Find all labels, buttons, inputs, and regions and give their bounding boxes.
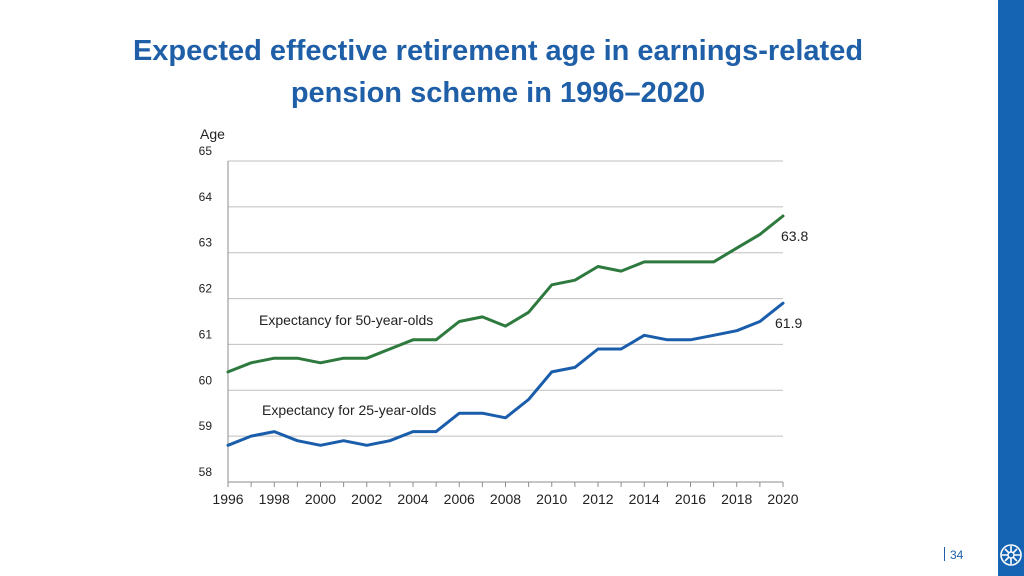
x-tick-label: 1996: [212, 491, 243, 507]
y-axis-ticks: 58 59 60 61 62 63 64 65: [199, 144, 213, 479]
x-axis-ticks: 1996 1998 2000 2002 2004 2006 2008 2010 2012 2014…: [212, 482, 799, 507]
series-name-label: Expectancy for 25-year-olds: [262, 402, 436, 418]
x-tick-label: 2000: [305, 491, 336, 507]
y-tick-label: 63: [199, 236, 213, 250]
x-tick-label: 2006: [444, 491, 475, 507]
y-tick-label: 64: [199, 190, 213, 204]
y-tick-label: 58: [199, 465, 213, 479]
x-tick-label: 2014: [629, 491, 660, 507]
accent-bar: [998, 0, 1024, 576]
series-end-value-label: 63.8: [781, 228, 808, 244]
x-tick-label: 2004: [397, 491, 428, 507]
page-number-divider: [944, 547, 945, 561]
y-tick-label: 60: [199, 373, 213, 387]
x-tick-label: 2020: [767, 491, 798, 507]
slide-title-line-1: Expected effective retirement age in ear…: [132, 35, 864, 67]
x-tick-label: 2016: [675, 491, 706, 507]
y-tick-label: 65: [199, 144, 213, 158]
series-line-25-year-olds: [226, 301, 785, 447]
x-tick-label: 2008: [490, 491, 521, 507]
series-name-label: Expectancy for 50-year-olds: [259, 312, 433, 328]
x-tick-label: 2012: [582, 491, 613, 507]
y-tick-label: 59: [199, 419, 213, 433]
company-logo-icon: [1000, 544, 1022, 566]
y-axis-label: Age: [200, 126, 225, 142]
series-end-value-label: 61.9: [775, 315, 802, 331]
chart-gridlines: [227, 160, 783, 483]
page-number: 34: [950, 548, 964, 562]
x-tick-label: 2002: [351, 491, 382, 507]
x-tick-label: 1998: [259, 491, 290, 507]
slide-title-line-2: pension scheme in 1996–2020: [290, 77, 706, 109]
slide-title: Expected effective retirement age in ear…: [60, 30, 936, 114]
y-tick-label: 61: [199, 327, 213, 341]
x-tick-label: 2018: [721, 491, 752, 507]
x-tick-label: 2010: [536, 491, 567, 507]
chart-series-lines: [226, 214, 785, 447]
y-tick-label: 62: [199, 282, 213, 296]
chart-annotations: Expectancy for 50-year-olds 63.8 Expectanc…: [259, 228, 808, 418]
series-line-50-year-olds: [226, 214, 785, 374]
